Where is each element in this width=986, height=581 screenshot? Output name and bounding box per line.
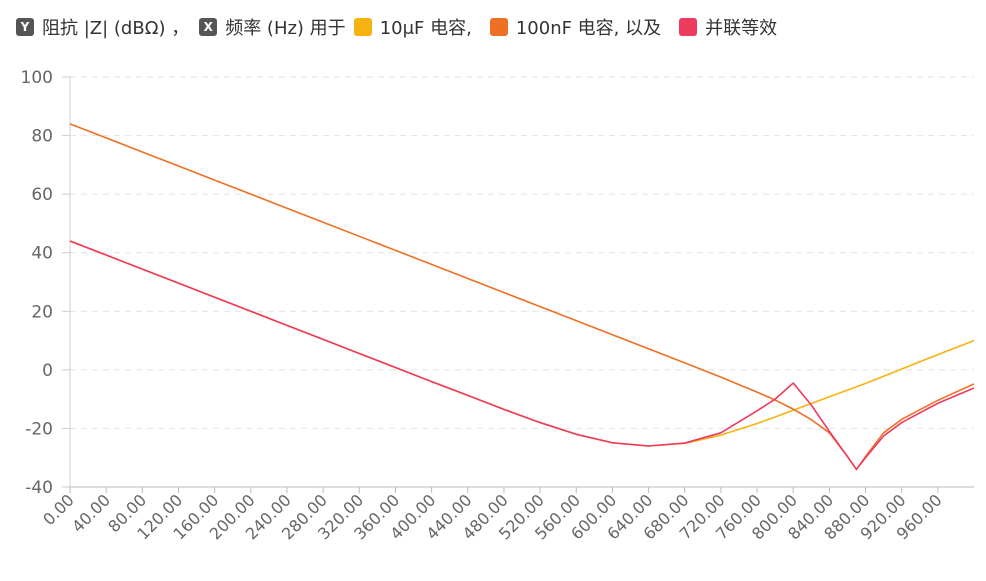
legend-swatch	[679, 18, 698, 36]
legend-label: 100nF 电容, 以及	[515, 18, 662, 39]
series-line	[69, 123, 975, 471]
legend-label: 10μF 电容,	[379, 18, 472, 39]
y-tick-label: 60	[31, 185, 53, 205]
y-tick-label: 80	[31, 127, 53, 147]
x-tick-label: 40.00	[68, 490, 114, 536]
y-tick-label: 20	[31, 302, 53, 322]
legend-swatch	[353, 18, 372, 36]
y-tick-label: 100	[21, 68, 53, 88]
y-tick-label: 40	[31, 244, 53, 264]
y-axis-label: 阻抗 |Z| (dBΩ) ，	[42, 18, 190, 39]
y-tick-label: -40	[25, 478, 53, 498]
y-tick-label: 0	[42, 361, 53, 381]
x-badge: X	[199, 18, 218, 36]
legend: Y 阻抗 |Z| (dBΩ) ， X 频率 (Hz) 用于 10μF 电容, 10…	[16, 14, 787, 40]
x-axis-label: 频率 (Hz) 用于	[225, 18, 346, 39]
y-tick-label: -20	[25, 419, 53, 439]
series-line	[69, 240, 975, 471]
legend-swatch	[489, 18, 508, 36]
legend-label: 并联等效	[705, 18, 778, 39]
y-badge: Y	[16, 18, 34, 36]
